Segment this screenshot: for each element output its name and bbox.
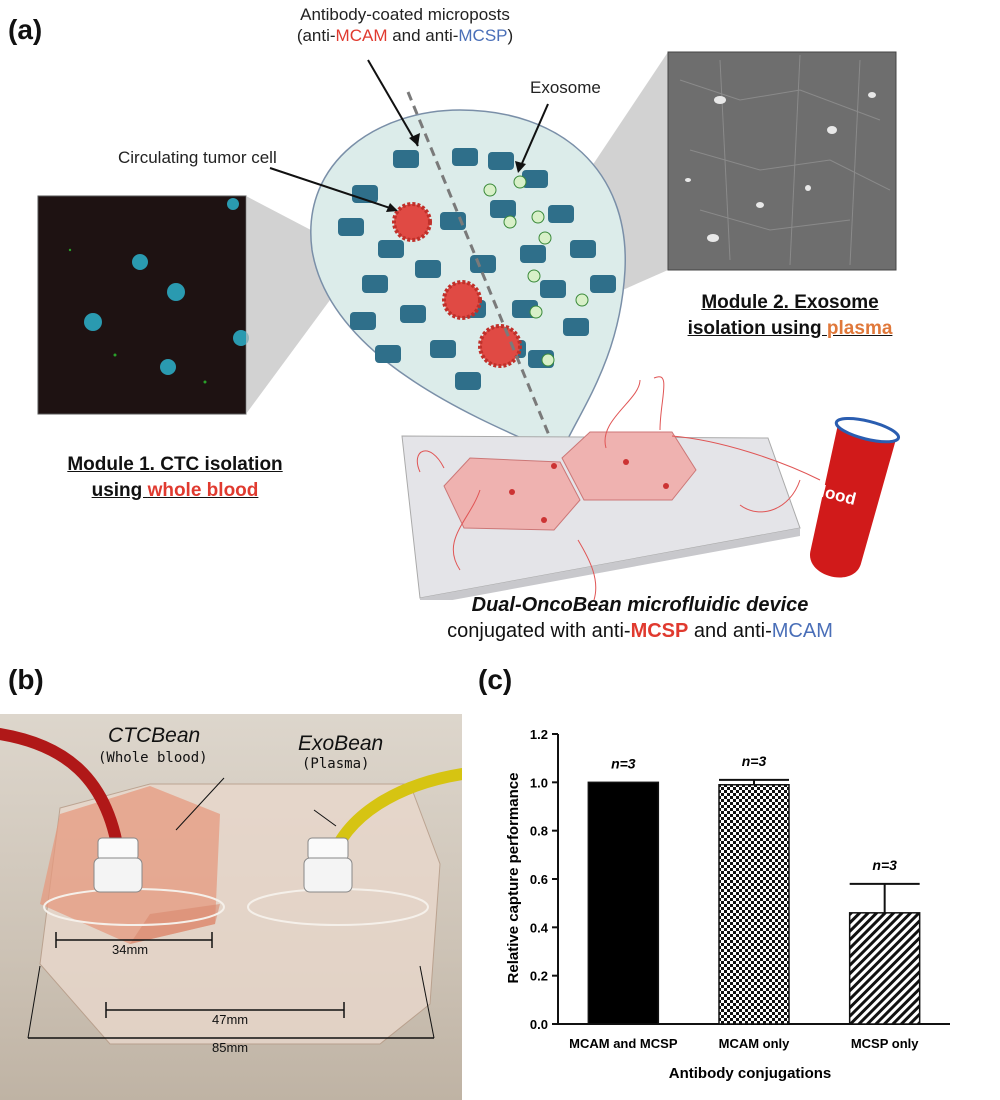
y-tick-label: 0.4: [530, 920, 549, 935]
antibody-label-line1: Antibody-coated microposts: [300, 5, 510, 24]
capture-performance-chart: Relative capture performance Antibody co…: [505, 727, 950, 1082]
panel-c-letter: (c): [478, 664, 513, 695]
device-caption: Dual-OncoBean microfluidic device conjug…: [380, 592, 900, 644]
module1-line1: Module 1. CTC isolation: [67, 454, 283, 475]
circulating-tumor-cells: [392, 202, 522, 368]
module1-line2: using whole blood: [91, 479, 259, 501]
bar-mcam-only: [718, 784, 790, 1025]
bar-annotation: n=3: [872, 857, 897, 873]
y-tick-label: 0.6: [530, 872, 548, 887]
x-tick-label: MCAM only: [719, 1036, 791, 1051]
schematic-illustration: Blood: [37, 51, 901, 600]
blood-tube: [810, 416, 901, 578]
dimension-85mm: 85mm: [212, 1040, 249, 1055]
sem-micrograph: [667, 51, 897, 271]
ctc-label: Circulating tumor cell: [118, 148, 277, 167]
antibody-label: Antibody-coated microposts (anti-MCAM an…: [255, 4, 555, 47]
y-tick-label: 0.2: [530, 969, 548, 984]
ctcbean-subtitle: (Whole blood): [98, 750, 208, 766]
microfluidic-device: [401, 376, 821, 600]
mcam-text: MCAM: [335, 26, 388, 46]
dimension-47mm: 47mm: [212, 1012, 249, 1027]
bar-mcam-and-mcsp: [587, 781, 660, 1025]
y-tick-label: 0.8: [530, 824, 548, 839]
dimension-34mm: 34mm: [112, 942, 149, 957]
panel-a-letter: (a): [8, 14, 43, 45]
bar-annotation: n=3: [611, 755, 636, 771]
x-axis-label: Antibody conjugations: [669, 1065, 832, 1082]
y-tick-label: 0.0: [530, 1017, 548, 1032]
bar-mcsp-only: [848, 912, 921, 1025]
module2-line1: Module 2. Exosome: [701, 292, 879, 313]
module2-title: Module 2. Exosome isolation using plasma: [650, 290, 930, 341]
module1-title: Module 1. CTC isolation using whole bloo…: [30, 452, 320, 503]
y-tick-label: 1.0: [530, 775, 548, 790]
antibody-label-line2: (anti-MCAM and anti-MCSP): [296, 26, 514, 46]
exobean-subtitle: (Plasma): [302, 756, 370, 772]
device-caption-line1: Dual-OncoBean microfluidic device: [471, 594, 809, 616]
device-caption-line2: conjugated with anti-MCSP and anti-MCAM: [447, 620, 833, 642]
module2-line2: isolation using plasma: [687, 317, 893, 339]
ctcbean-title: CTCBean: [108, 724, 201, 747]
exosomes: [483, 175, 589, 367]
exosome-label: Exosome: [530, 78, 601, 97]
panel-b-letter: (b): [8, 664, 44, 695]
fluorescence-micrograph: [37, 195, 249, 415]
x-tick-label: MCAM and MCSP: [569, 1036, 678, 1051]
bar-annotation: n=3: [742, 753, 767, 769]
y-tick-label: 1.2: [530, 727, 548, 742]
y-axis-label: Relative capture performance: [505, 773, 522, 984]
x-tick-label: MCSP only: [851, 1036, 919, 1051]
device-photo: CTCBean (Whole blood) ExoBean (Plasma) 3…: [0, 714, 462, 1100]
mcsp-text: MCSP: [458, 26, 508, 46]
exobean-title: ExoBean: [298, 732, 384, 755]
